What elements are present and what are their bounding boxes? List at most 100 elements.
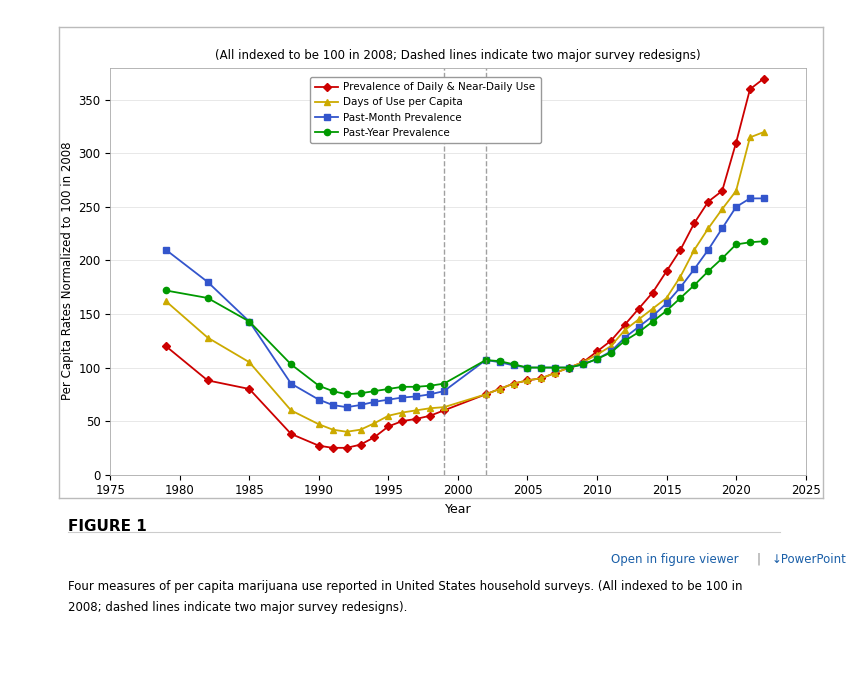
Days of Use per Capita [481, 391, 491, 399]
Prevalence of Daily & Near-Daily Use [522, 376, 533, 384]
Text: Four measures of per capita marijuana use reported in United States household su: Four measures of per capita marijuana us… [68, 580, 742, 614]
Days of Use per Capita [411, 406, 421, 414]
Prevalence of Daily & Near-Daily Use [648, 289, 658, 297]
Past-Month Prevalence [661, 299, 672, 307]
Past-Month Prevalence [244, 317, 254, 325]
Past-Year Prevalence [675, 294, 685, 302]
Y-axis label: Per Capita Rates Normalized to 100 in 2008: Per Capita Rates Normalized to 100 in 20… [61, 142, 74, 401]
Past-Month Prevalence [355, 401, 365, 409]
Past-Year Prevalence [620, 337, 630, 345]
Days of Use per Capita [661, 294, 672, 302]
Text: FIGURE 1: FIGURE 1 [68, 519, 147, 534]
Prevalence of Daily & Near-Daily Use [161, 342, 171, 351]
Past-Year Prevalence [648, 317, 658, 325]
Prevalence of Daily & Near-Daily Use [203, 376, 213, 384]
Past-Month Prevalence [703, 245, 713, 254]
Prevalence of Daily & Near-Daily Use [605, 337, 616, 345]
Past-Month Prevalence [327, 401, 338, 409]
Prevalence of Daily & Near-Daily Use [675, 245, 685, 254]
Title: (All indexed to be 100 in 2008; Dashed lines indicate two major survey redesigns: (All indexed to be 100 in 2008; Dashed l… [215, 49, 700, 62]
Days of Use per Capita [439, 403, 449, 412]
Line: Prevalence of Daily & Near-Daily Use: Prevalence of Daily & Near-Daily Use [163, 75, 767, 451]
Past-Month Prevalence [342, 403, 352, 412]
Past-Year Prevalence [745, 238, 755, 246]
Prevalence of Daily & Near-Daily Use [509, 380, 519, 388]
Past-Year Prevalence [522, 363, 533, 372]
Past-Year Prevalence [370, 387, 380, 395]
Past-Month Prevalence [648, 312, 658, 320]
Past-Year Prevalence [481, 356, 491, 364]
Past-Month Prevalence [383, 395, 393, 403]
Days of Use per Capita [550, 369, 561, 377]
Days of Use per Capita [522, 376, 533, 384]
Days of Use per Capita [355, 426, 365, 434]
Prevalence of Daily & Near-Daily Use [550, 369, 561, 377]
Days of Use per Capita [605, 342, 616, 351]
Days of Use per Capita [370, 419, 380, 427]
Prevalence of Daily & Near-Daily Use [494, 385, 505, 393]
Prevalence of Daily & Near-Daily Use [314, 441, 324, 450]
Past-Year Prevalence [536, 363, 546, 372]
Line: Past-Month Prevalence: Past-Month Prevalence [163, 195, 767, 410]
Past-Month Prevalence [397, 393, 407, 401]
Past-Year Prevalence [605, 348, 616, 357]
Past-Month Prevalence [745, 195, 755, 203]
Days of Use per Capita [633, 315, 644, 323]
Past-Month Prevalence [717, 224, 728, 233]
Past-Year Prevalence [342, 391, 352, 399]
Prevalence of Daily & Near-Daily Use [327, 444, 338, 452]
Past-Year Prevalence [633, 328, 644, 336]
Days of Use per Capita [564, 363, 574, 372]
Prevalence of Daily & Near-Daily Use [592, 347, 602, 355]
Prevalence of Daily & Near-Daily Use [342, 444, 352, 452]
Past-Month Prevalence [689, 265, 700, 273]
Days of Use per Capita [327, 426, 338, 434]
Prevalence of Daily & Near-Daily Use [383, 422, 393, 431]
Past-Year Prevalence [717, 254, 728, 262]
Past-Month Prevalence [439, 387, 449, 395]
Prevalence of Daily & Near-Daily Use [745, 85, 755, 94]
Past-Month Prevalence [522, 363, 533, 372]
Line: Past-Year Prevalence: Past-Year Prevalence [163, 238, 767, 397]
Past-Month Prevalence [425, 391, 435, 399]
Days of Use per Capita [717, 205, 728, 213]
Prevalence of Daily & Near-Daily Use [620, 321, 630, 329]
Past-Month Prevalence [759, 195, 769, 203]
Past-Month Prevalence [633, 323, 644, 331]
Past-Year Prevalence [203, 294, 213, 302]
Prevalence of Daily & Near-Daily Use [759, 75, 769, 83]
Past-Year Prevalence [314, 382, 324, 390]
Past-Month Prevalence [203, 278, 213, 286]
Past-Year Prevalence [564, 363, 574, 372]
Past-Year Prevalence [439, 380, 449, 388]
Prevalence of Daily & Near-Daily Use [244, 385, 254, 393]
Past-Year Prevalence [509, 360, 519, 368]
Days of Use per Capita [425, 404, 435, 412]
Past-Year Prevalence [550, 363, 561, 372]
Days of Use per Capita [342, 428, 352, 436]
Prevalence of Daily & Near-Daily Use [370, 433, 380, 441]
Prevalence of Daily & Near-Daily Use [564, 363, 574, 372]
Past-Year Prevalence [355, 389, 365, 397]
Past-Year Prevalence [494, 357, 505, 365]
Days of Use per Capita [731, 187, 741, 195]
Prevalence of Daily & Near-Daily Use [731, 139, 741, 147]
Prevalence of Daily & Near-Daily Use [717, 187, 728, 195]
Past-Year Prevalence [161, 286, 171, 294]
Prevalence of Daily & Near-Daily Use [411, 415, 421, 423]
Days of Use per Capita [648, 304, 658, 313]
Past-Month Prevalence [675, 283, 685, 292]
Days of Use per Capita [689, 245, 700, 254]
Past-Year Prevalence [592, 355, 602, 363]
Past-Year Prevalence [425, 382, 435, 390]
Past-Year Prevalence [759, 237, 769, 245]
Past-Year Prevalence [244, 317, 254, 325]
Past-Year Prevalence [411, 383, 421, 391]
Past-Month Prevalence [509, 361, 519, 370]
Past-Month Prevalence [536, 363, 546, 372]
Prevalence of Daily & Near-Daily Use [661, 267, 672, 275]
Past-Year Prevalence [731, 241, 741, 249]
Days of Use per Capita [397, 408, 407, 416]
Prevalence of Daily & Near-Daily Use [439, 406, 449, 414]
Days of Use per Capita [244, 358, 254, 366]
